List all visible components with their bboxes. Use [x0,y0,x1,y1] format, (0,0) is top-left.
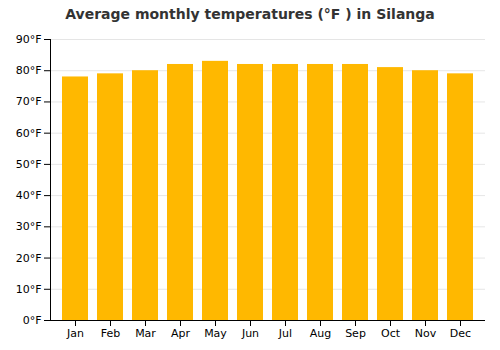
svg-text:40°F: 40°F [16,189,42,202]
svg-text:May: May [204,327,227,340]
svg-text:Nov: Nov [415,327,437,340]
svg-text:90°F: 90°F [16,33,42,46]
html-text:Average monthly temperatures (: Average monthly temperatures (°F ) in Si… [65,6,435,22]
svg-text:80°F: 80°F [16,64,42,77]
svg-text:10°F: 10°F [16,283,42,296]
svg-text:Dec: Dec [450,327,471,340]
svg-text:Mar: Mar [135,327,156,340]
svg-text:Apr: Apr [171,327,191,340]
svg-text:30°F: 30°F [16,220,42,233]
svg-text:50°F: 50°F [16,158,42,171]
svg-text:Oct: Oct [381,327,401,340]
svg-text:20°F: 20°F [16,252,42,265]
svg-text:Jan: Jan [66,327,84,340]
svg-text:60°F: 60°F [16,127,42,140]
svg-text:Feb: Feb [101,327,120,340]
svg-text:70°F: 70°F [16,95,42,108]
svg-text:Aug: Aug [310,327,331,340]
svg-text:Jun: Jun [241,327,259,340]
svg-text:Jul: Jul [278,327,292,340]
svg-text:Sep: Sep [345,327,366,340]
svg-text:0°F: 0°F [23,314,42,327]
